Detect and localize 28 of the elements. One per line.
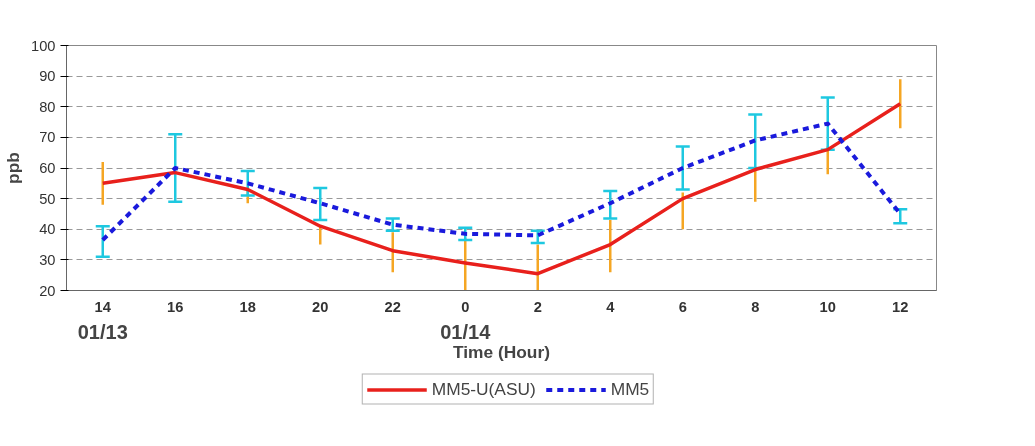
y-tick-label: 80 xyxy=(39,98,56,115)
x-tick-label: 8 xyxy=(751,298,760,315)
x-tick-label: 18 xyxy=(239,298,256,315)
x-tick-label: 14 xyxy=(94,298,112,315)
y-tick-label: 70 xyxy=(39,129,56,146)
y-tick-label: 90 xyxy=(39,68,56,85)
x-axis-title: Time (Hour) xyxy=(453,341,550,362)
x-tick-label: 4 xyxy=(606,298,616,315)
y-tick-label: 50 xyxy=(39,190,56,207)
x-tick-label: 16 xyxy=(167,298,184,315)
x-tick-label: 12 xyxy=(892,298,909,315)
text: 01/14 xyxy=(440,320,492,343)
line-series xyxy=(101,101,902,276)
legend-label: MM5-U(ASU) xyxy=(431,378,536,400)
y-tick-label: 40 xyxy=(39,221,56,238)
legend-label: MM5 xyxy=(610,378,650,400)
y-tick-label: 30 xyxy=(39,251,56,268)
text: 01/13 xyxy=(77,320,128,343)
x-tick-label: 22 xyxy=(384,298,401,315)
y-tick-label: 60 xyxy=(39,160,56,176)
y-axis-title: ppb xyxy=(3,152,24,184)
x-tick-label: 2 xyxy=(533,298,542,315)
y-tick-label: 20 xyxy=(39,282,56,299)
x-tick-label: 6 xyxy=(678,298,687,315)
x-tick-label: 20 xyxy=(312,298,329,315)
y-tick-label: 100 xyxy=(31,37,56,54)
x-tick-label: 0 xyxy=(461,298,470,315)
x-tick-label: 10 xyxy=(819,298,836,315)
